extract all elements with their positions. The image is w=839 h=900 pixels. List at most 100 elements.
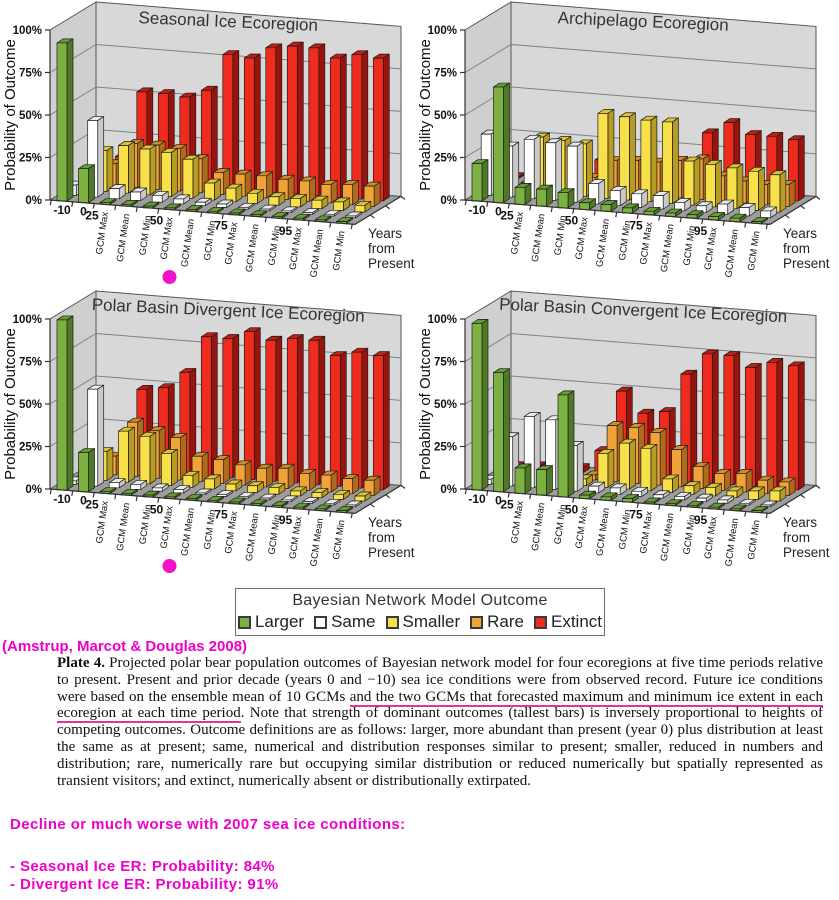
- y-axis-title: Probability of Outcome: [2, 39, 19, 191]
- bar-same-50 GCM Max: [173, 485, 191, 494]
- bar-same-0: [87, 384, 105, 487]
- bar-front-face: [265, 47, 277, 193]
- x-tick: [264, 506, 267, 512]
- x-tick: [286, 218, 289, 225]
- bar-same-25 GCM Mean: [130, 480, 148, 490]
- caption-part2: . Note that strength of dominant outcome…: [57, 705, 823, 789]
- gcm-label: GCM Min: [331, 519, 347, 560]
- bar-side-face: [576, 141, 584, 203]
- bar-smaller-75 GCM Mean: [683, 156, 701, 206]
- depth-tick: [800, 494, 806, 499]
- bar-side-face: [715, 160, 722, 208]
- gcm-label: GCM Min: [552, 504, 568, 545]
- x-tick: [615, 212, 618, 218]
- bar-smaller-25 GCM Min: [161, 148, 178, 197]
- bar-rare-95 GCM Max: [320, 470, 338, 493]
- x-tick: [679, 506, 682, 512]
- bar-side-face: [149, 431, 157, 485]
- bar-front-face: [173, 489, 185, 494]
- gcm-label: GCM Min: [202, 220, 218, 261]
- bar-smaller-50 GCM Mean: [619, 112, 636, 201]
- bar-side-face: [503, 82, 510, 204]
- y-tick-label: 100%: [428, 314, 457, 326]
- bar-front-face: [173, 198, 185, 205]
- gcm-label: GCM Min: [137, 215, 153, 256]
- gcm-label: GCM Min: [617, 220, 633, 261]
- axes: [45, 29, 406, 230]
- gcm-label: GCM Mean: [659, 223, 677, 273]
- bar-side-face: [128, 426, 135, 483]
- bar-smaller-50 GCM Mean: [204, 474, 221, 490]
- bar-front-face: [769, 174, 781, 213]
- bar-side-face: [180, 433, 187, 481]
- x-tick: [744, 511, 747, 517]
- bar-front-face: [351, 351, 363, 489]
- bar-side-face: [503, 368, 510, 493]
- annotation-heading: Decline or much worse with 2007 sea ice …: [10, 816, 406, 833]
- bar-same-50 GCM Mean: [194, 488, 212, 496]
- bar-side-face: [693, 156, 701, 206]
- bar-same-95 GCM Mean: [738, 203, 756, 217]
- y-tick-label: 75%: [19, 357, 42, 369]
- bar-same-25 GCM Mean: [130, 187, 148, 201]
- bar-larger-95 GCM Min: [336, 506, 353, 513]
- bar-smaller-50 GCM Max: [597, 449, 615, 488]
- bar-extinct-95 GCM Mean: [351, 347, 369, 489]
- y-tick-label: 0%: [25, 484, 42, 496]
- bar-front-face: [354, 204, 366, 213]
- bar-front-face: [56, 42, 68, 202]
- bar-front-face: [493, 372, 504, 493]
- x-tick: [615, 501, 618, 507]
- bar-side-face: [97, 116, 105, 198]
- bar-smaller-75 GCM Min: [705, 160, 722, 208]
- bar-extinct-50 GCM Min: [243, 327, 261, 480]
- gcm-label: GCM Mean: [723, 228, 741, 278]
- y-tick-label: 25%: [434, 153, 457, 165]
- gridline: [510, 333, 817, 359]
- bar-front-face: [514, 467, 526, 494]
- bar-front-face: [290, 490, 301, 497]
- bar-side-face: [724, 469, 731, 491]
- bar-front-face: [557, 192, 569, 209]
- legend-key-rare-icon: [470, 615, 484, 629]
- legend-key-smaller-icon: [385, 615, 399, 629]
- x-tick: [572, 208, 575, 214]
- period-label: -10: [468, 203, 486, 217]
- bar-side-face: [106, 447, 114, 481]
- bar-side-face: [481, 159, 489, 202]
- depth-tick: [385, 205, 391, 210]
- gcm-label: GCM Mean: [659, 512, 677, 562]
- bar-smaller-50 GCM Min: [640, 115, 658, 203]
- bar-rare-75 GCM Min: [299, 469, 316, 491]
- bar-side-face: [210, 332, 218, 477]
- bar-side-face: [382, 53, 390, 202]
- bar-front-face: [493, 86, 504, 204]
- bar-front-face: [471, 323, 483, 491]
- bar-larger--10: [471, 159, 489, 202]
- bar-larger-0: [78, 448, 95, 493]
- legend-box: Bayesian Network Model Outcome Larger Sa…: [235, 588, 605, 636]
- x-axis-title-line: Years: [783, 515, 817, 530]
- bar-side-face: [253, 53, 261, 191]
- period-label: 75: [214, 508, 228, 522]
- bar-smaller-25 GCM Max: [118, 426, 135, 483]
- bar-larger-25 GCM Mean: [536, 465, 553, 496]
- bar-side-face: [629, 438, 636, 490]
- x-tick: [329, 511, 332, 517]
- bar-side-face: [253, 327, 261, 480]
- caption-part1: Projected polar bear population outcomes…: [57, 655, 824, 705]
- bar-side-face: [524, 463, 532, 494]
- bar-larger-50 GCM Min: [622, 494, 639, 503]
- bar-front-face: [311, 199, 323, 210]
- bar-larger-50 GCM Mean: [600, 200, 618, 212]
- x-axis-title-line: Years: [783, 226, 817, 241]
- bar-larger-0: [493, 82, 510, 204]
- bar-extinct-95 GCM Min: [787, 361, 805, 491]
- x-tick: [572, 497, 575, 503]
- gcm-label: GCM Min: [746, 519, 762, 560]
- bar-larger-75 GCM Min: [686, 501, 704, 508]
- x-tick: [49, 199, 52, 206]
- x-tick: [157, 497, 160, 503]
- period-label: 50: [565, 214, 579, 228]
